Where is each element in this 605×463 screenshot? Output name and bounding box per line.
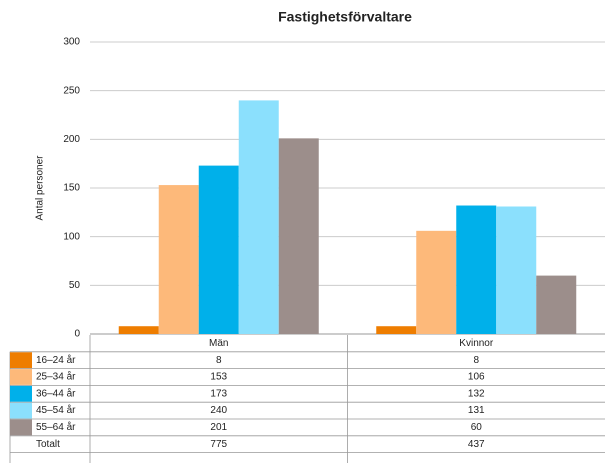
legend-label: 16–24 år — [36, 354, 76, 366]
x-tick-label: Kvinnor — [459, 338, 494, 349]
legend-swatch — [10, 402, 32, 419]
table-total: 775 — [210, 439, 227, 450]
table-value: 8 — [473, 355, 479, 366]
legend-swatch — [10, 385, 32, 402]
table-total: 437 — [468, 439, 485, 450]
table-value: 60 — [471, 422, 483, 433]
bar — [536, 275, 577, 334]
legend-label: 55–64 år — [36, 421, 76, 433]
bar — [376, 326, 417, 334]
table-value: 201 — [210, 422, 227, 433]
y-tick-label: 0 — [74, 329, 80, 340]
legend-swatch — [10, 419, 32, 436]
table-value: 173 — [210, 388, 227, 399]
legend-swatch — [10, 352, 32, 369]
table-total-label: Totalt — [36, 439, 60, 450]
chart-title: Fastighetsförvaltare — [278, 9, 412, 25]
legend-label: 36–44 år — [36, 387, 76, 399]
bar — [496, 206, 537, 334]
bar — [456, 205, 497, 334]
table-value: 132 — [468, 388, 485, 399]
table-value: 131 — [468, 405, 485, 416]
legend-label: 25–34 år — [36, 371, 76, 383]
x-tick-label: Män — [209, 338, 228, 349]
y-tick-label: 300 — [63, 37, 80, 48]
y-tick-label: 100 — [63, 231, 80, 242]
y-tick-label: 50 — [69, 280, 81, 291]
legend-swatch — [10, 369, 32, 385]
table-value: 240 — [210, 405, 227, 416]
bar — [118, 326, 159, 334]
bar — [198, 165, 239, 334]
table-value: 106 — [468, 372, 485, 383]
y-tick-label: 250 — [63, 85, 80, 96]
legend-label: 45–54 år — [36, 404, 76, 416]
bar — [416, 230, 457, 334]
table-value: 153 — [210, 372, 227, 383]
y-axis-label: Antal personer — [35, 155, 46, 221]
y-tick-label: 150 — [63, 183, 80, 194]
bar — [278, 138, 319, 334]
table-value: 8 — [216, 355, 222, 366]
bar — [238, 100, 279, 335]
bar — [158, 185, 199, 334]
y-tick-label: 200 — [63, 134, 80, 145]
